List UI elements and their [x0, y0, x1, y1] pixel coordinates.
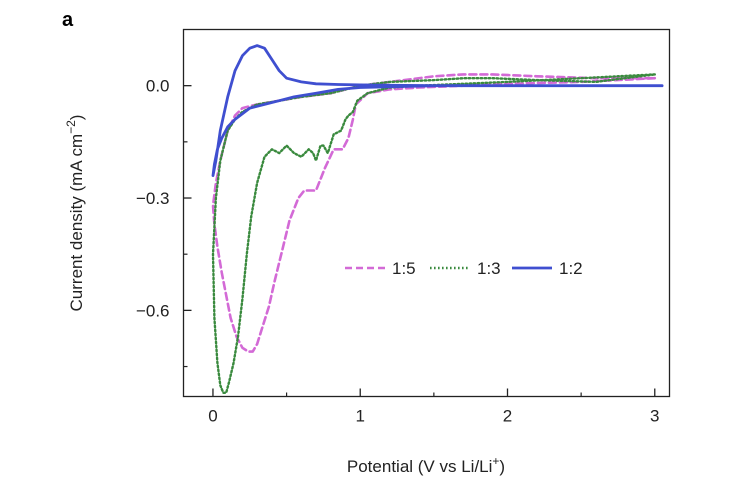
series-line-2	[211, 73, 656, 394]
legend-label: 1:5	[392, 259, 416, 278]
x-tick-label: 1	[355, 407, 364, 426]
y-tick-label: 0.0	[146, 77, 170, 96]
series-line-1	[211, 73, 657, 353]
series-layer	[211, 44, 664, 394]
x-tick-label: 0	[208, 407, 217, 426]
legend: 1:5 1:3 1:2	[345, 259, 583, 278]
x-tick-label: 3	[650, 407, 659, 426]
x-axis-title: Potential (V vs Li/Li+)	[347, 454, 505, 476]
series-line-3	[211, 44, 664, 178]
plot-frame	[182, 28, 671, 398]
y-tick-label: −0.3	[136, 189, 170, 208]
axes: 0 1 2 3 0.0 −0.3 −0.6	[136, 77, 660, 426]
y-tick-label: −0.6	[136, 301, 170, 320]
x-tick-label: 2	[503, 407, 512, 426]
panel-label: a	[62, 9, 74, 31]
legend-label: 1:3	[477, 259, 501, 278]
legend-label: 1:2	[559, 259, 583, 278]
y-axis-title: Current density (mA cm−2)	[64, 115, 86, 312]
